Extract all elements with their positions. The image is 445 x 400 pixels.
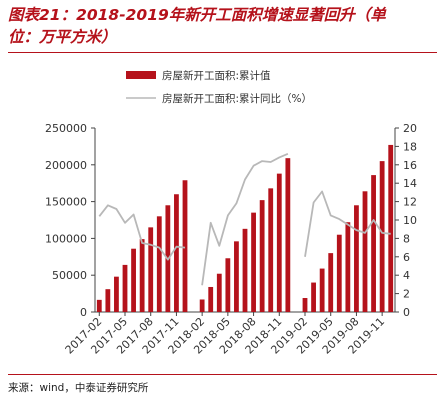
bar: [336, 234, 342, 312]
bar: [122, 264, 128, 312]
bar: [285, 158, 291, 312]
y-right-tick-label: 10: [403, 214, 417, 227]
bar: [276, 173, 282, 312]
bar: [199, 299, 205, 312]
bar: [328, 253, 334, 312]
y-left-tick-label: 100000: [45, 232, 87, 245]
bar-series: [96, 144, 394, 312]
y-left-tick-label: 200000: [45, 159, 87, 172]
y-right-tick-label: 12: [403, 196, 417, 209]
y-right-tick-label: 16: [403, 159, 417, 172]
y-left-tick-label: 250000: [45, 122, 87, 135]
y-right-tick-label: 0: [403, 306, 410, 319]
legend-label: 房屋新开工面积:累计值: [162, 69, 271, 82]
bar: [319, 268, 325, 312]
bar: [96, 299, 102, 312]
source-note: 来源：wind，中泰证券研究所: [8, 382, 149, 394]
footer-divider: [8, 374, 437, 375]
bar: [225, 258, 231, 312]
axes: 0 50000 100000 150000 200000 250000 0 2 4 6 8 10 12 1…: [45, 122, 417, 319]
bar: [139, 239, 145, 312]
bar: [148, 227, 154, 312]
bar: [345, 222, 351, 312]
bar: [388, 144, 394, 312]
bar: [156, 216, 162, 312]
y-right-tick-label: 8: [403, 232, 410, 245]
y-right-tick-label: 6: [403, 251, 410, 264]
bar: [302, 298, 308, 312]
bar: [362, 191, 368, 312]
chart-title: 图表21：2018-2019年新开工面积增速显著回升（单 位：万平方米）: [8, 4, 438, 48]
bar: [379, 161, 385, 312]
legend-swatch-bar: [126, 71, 156, 79]
chart-title-line1: 图表21：2018-2019年新开工面积增速显著回升（单: [8, 6, 386, 24]
bar: [208, 286, 214, 312]
line-series: [98, 152, 391, 286]
y-left-tick-label: 0: [80, 306, 87, 319]
bar: [234, 241, 239, 312]
bar: [174, 194, 179, 312]
bar: [182, 180, 188, 312]
bar: [216, 273, 222, 312]
bar: [268, 188, 274, 312]
bar: [242, 228, 248, 312]
y-left-tick-label: 50000: [52, 269, 87, 282]
title-divider: [8, 52, 437, 53]
line-yoy-growth: [98, 152, 391, 286]
y-right-tick-label: 18: [403, 140, 417, 153]
bar: [311, 282, 316, 312]
bar: [259, 200, 265, 312]
bar: [105, 289, 111, 312]
bar: [251, 212, 256, 312]
legend-label: 房屋新开工面积:累计同比（%）: [162, 92, 312, 105]
y-right-tick-label: 14: [403, 177, 417, 190]
y-right-tick-label: 4: [403, 269, 410, 282]
chart-title-line2: 位：万平方米）: [8, 28, 117, 46]
bar: [114, 276, 119, 312]
y-right-tick-label: 2: [403, 288, 410, 301]
bar: [131, 248, 136, 312]
bar: [354, 205, 359, 312]
y-right-tick-label: 20: [403, 122, 417, 135]
bar: [371, 175, 376, 312]
x-axis-labels: 2017-022017-052017-082017-112018-022018-…: [63, 312, 387, 357]
y-left-tick-label: 150000: [45, 196, 87, 209]
